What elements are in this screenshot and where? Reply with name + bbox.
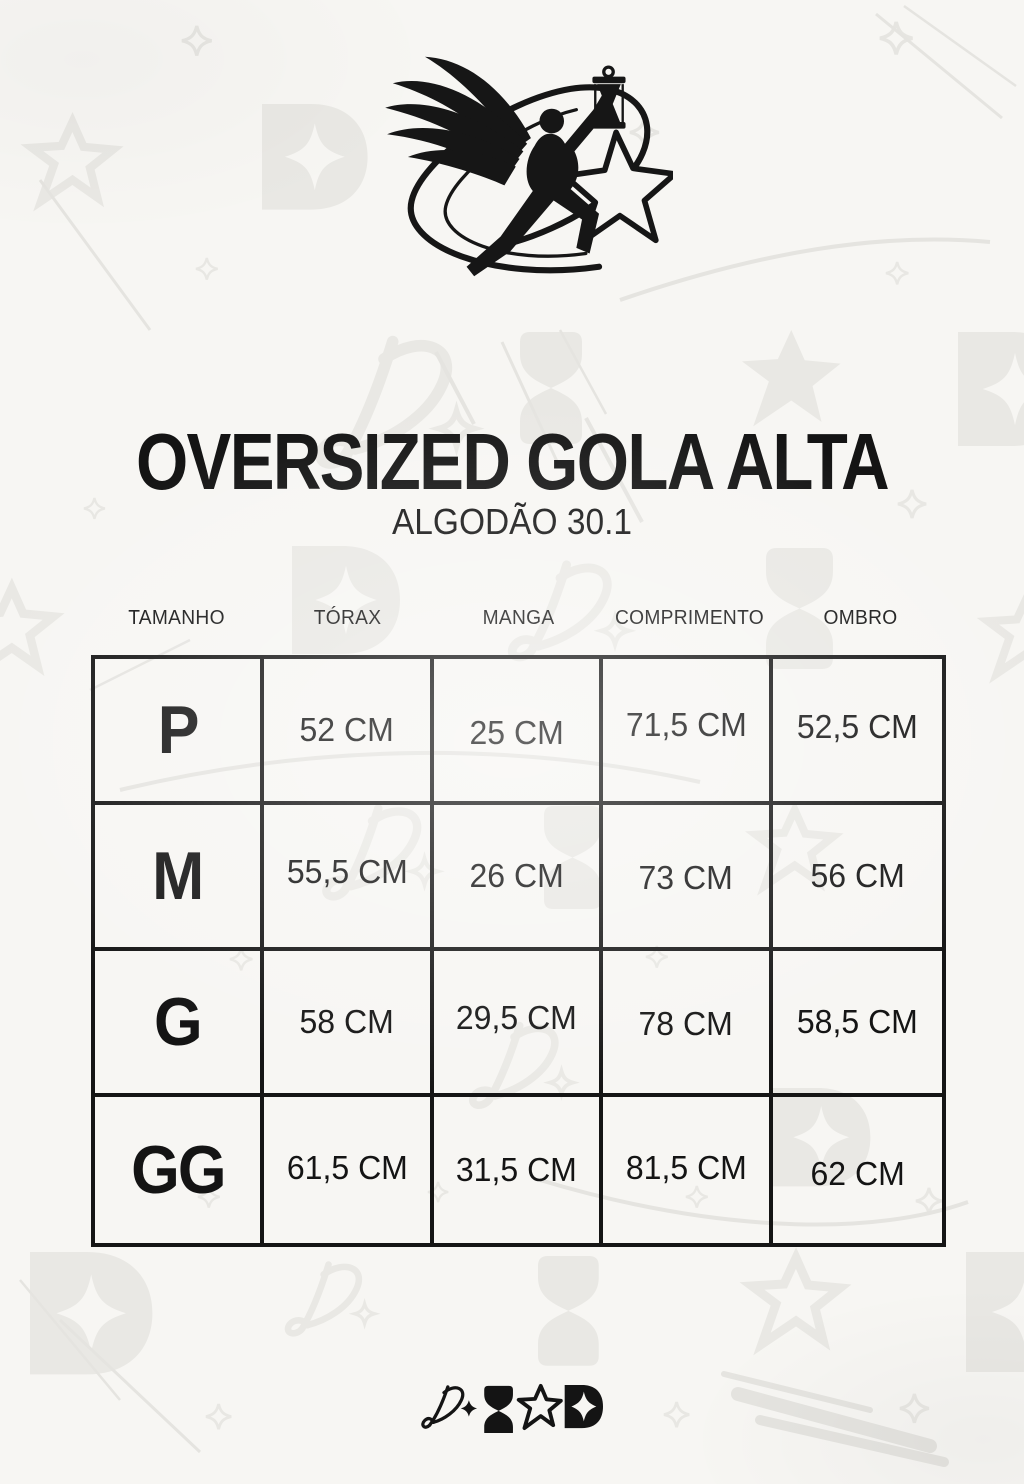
table-row-gg-size-cell: GG <box>95 1097 265 1243</box>
measure-value: 56 CM <box>810 857 905 894</box>
table-row-gg-manga-cell: 31,5 CM <box>434 1097 604 1243</box>
measure-value: 52 CM <box>299 711 395 748</box>
table-row-gg-comprimento-cell: 81,5 CM <box>603 1097 773 1243</box>
size-label: G <box>154 984 203 1060</box>
footer-brand-strip <box>0 1381 1024 1433</box>
table-row-m-size-cell: M <box>95 805 265 951</box>
measure-value: 73 CM <box>638 859 734 896</box>
table-row-p-manga-cell: 25 CM <box>433 659 604 805</box>
table-row-m-comprimento-cell: 73 CM <box>603 805 773 951</box>
column-header-manga: MANGA <box>482 607 555 629</box>
page-subtitle: ALGODÃO 30.1 <box>391 501 633 542</box>
hourglass-lantern-icon <box>592 65 626 129</box>
measure-value: 62 CM <box>810 1155 905 1192</box>
measure-value: 29,5 CM <box>455 999 577 1036</box>
measure-value: 31,5 CM <box>455 1151 577 1188</box>
table-row-p-size-cell: P <box>95 659 265 805</box>
table-row-g-size-cell: G <box>95 951 265 1097</box>
size-label: GG <box>130 1132 226 1208</box>
table-row-gg-ombro-cell: 62 CM <box>773 1097 942 1243</box>
angel-hourglass-star-logo-icon <box>385 56 678 277</box>
measure-value: 25 CM <box>469 714 564 751</box>
column-header-ombro: OMBRO <box>823 607 898 629</box>
table-row-p-comprimento-cell: 71,5 CM <box>603 659 773 805</box>
grunge-streaks <box>19 4 1017 1467</box>
d-sparkle-block-icon <box>564 1384 603 1429</box>
measure-value: 52,5 CM <box>796 708 918 745</box>
table-row-p-ombro-cell: 52,5 CM <box>772 659 942 805</box>
hourglass-icon <box>484 1385 513 1433</box>
measure-value: 78 CM <box>638 1005 734 1042</box>
table-row-g-ombro-cell: 58,5 CM <box>772 951 942 1097</box>
measure-value: 55,5 CM <box>286 853 408 890</box>
measure-value: 58 CM <box>299 1003 395 1040</box>
column-header-torax: TÓRAX <box>313 607 382 629</box>
brand-logo <box>351 34 678 280</box>
measure-value: 26 CM <box>469 857 564 894</box>
measure-value: 58,5 CM <box>796 1003 918 1040</box>
script-d-star-icon <box>421 1385 478 1429</box>
table-row-g-torax-cell: 58 CM <box>264 951 434 1097</box>
table-row-m-torax-cell: 55,5 CM <box>264 805 434 951</box>
angel-figure <box>466 90 615 277</box>
column-header-comprimento: COMPRIMENTO <box>615 607 764 629</box>
measure-value: 81,5 CM <box>625 1149 747 1186</box>
table-row-p-torax-cell: 52 CM <box>264 659 434 805</box>
page-title: OVERSIZED GOLA ALTA <box>135 417 890 506</box>
size-label: P <box>157 692 200 768</box>
angel-wings <box>385 56 531 186</box>
table-row-g-comprimento-cell: 78 CM <box>603 951 773 1097</box>
size-table-header-row: TAMANHO TÓRAX MANGA COMPRIMENTO OMBRO <box>91 607 946 630</box>
column-header-tamanho: TAMANHO <box>128 607 225 629</box>
measure-value: 71,5 CM <box>625 706 747 743</box>
star-outline-icon <box>516 1384 563 1430</box>
measure-value: 61,5 CM <box>286 1149 408 1186</box>
table-row-m-manga-cell: 26 CM <box>433 805 604 951</box>
table-row-g-manga-cell: 29,5 CM <box>433 951 604 1097</box>
size-label: M <box>152 838 205 914</box>
table-row-m-ombro-cell: 56 CM <box>772 805 942 951</box>
size-table-grid: P 52 CM 25 CM 71,5 CM 52,5 CM M 55,5 CM … <box>91 655 946 1247</box>
table-row-gg-torax-cell: 61,5 CM <box>264 1097 434 1243</box>
